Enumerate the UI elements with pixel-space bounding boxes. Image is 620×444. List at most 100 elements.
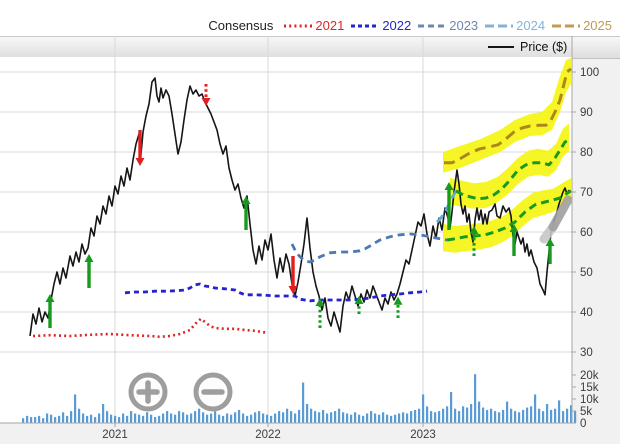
volume-bar xyxy=(502,409,505,423)
zoom-out-button[interactable] xyxy=(192,371,234,413)
volume-bar xyxy=(250,414,253,423)
volume-bar xyxy=(554,408,557,423)
volume-bar xyxy=(298,409,301,423)
volume-bar xyxy=(102,403,105,423)
consensus-legend: Consensus 2021 2022 2023 2024 2025 xyxy=(0,17,612,34)
legend-item-2023[interactable]: 2023 xyxy=(417,18,478,33)
volume-bar xyxy=(30,417,33,423)
volume-bar xyxy=(546,403,549,423)
volume-bar xyxy=(566,408,569,423)
legend-item-2024[interactable]: 2024 xyxy=(484,18,545,33)
volume-bar xyxy=(234,412,237,423)
legend-year-label: 2023 xyxy=(449,18,479,33)
volume-bar xyxy=(138,414,141,423)
arrow-head xyxy=(241,196,251,204)
arrow-head xyxy=(201,98,211,106)
volume-bar xyxy=(474,374,477,423)
volume-bar xyxy=(466,407,469,423)
volume-bar xyxy=(182,412,185,423)
volume-bar xyxy=(22,418,25,423)
volume-bar xyxy=(110,414,113,423)
volume-bar xyxy=(130,411,133,423)
volume-bar xyxy=(254,412,257,423)
volume-bar xyxy=(98,413,101,423)
consensus_2024_revised-line xyxy=(455,138,570,201)
estimate-revision-band xyxy=(450,123,569,209)
volume-bar xyxy=(410,411,413,423)
y-axis-tick-label: 70 xyxy=(580,187,593,199)
volume-axis-tick-label: 15k xyxy=(580,382,599,394)
volume-bar xyxy=(430,411,433,423)
volume-bar xyxy=(518,412,521,423)
volume-bar xyxy=(142,415,145,423)
consensus_2022-line xyxy=(124,282,428,303)
volume-bar xyxy=(222,415,225,423)
volume-bar xyxy=(198,408,201,423)
volume-bar xyxy=(398,413,401,423)
volume-bar xyxy=(574,411,577,423)
volume-bar xyxy=(50,414,53,423)
legend-item-2025[interactable]: 2025 xyxy=(551,18,612,33)
legend-year-label: 2024 xyxy=(516,18,546,33)
arrow-head xyxy=(545,238,555,246)
volume-bar xyxy=(266,414,269,423)
volume-bar xyxy=(458,411,461,423)
volume-bar xyxy=(134,413,137,423)
volume-bar xyxy=(334,411,337,423)
arrow-head xyxy=(315,298,325,306)
volume-bar xyxy=(542,411,545,423)
minus-icon xyxy=(193,372,233,412)
x-axis-tick-label: 2023 xyxy=(410,429,436,441)
legend-item-2021[interactable]: 2021 xyxy=(283,18,344,33)
volume-bar xyxy=(310,408,313,423)
volume-bar xyxy=(526,407,529,423)
volume-bar xyxy=(494,411,497,423)
y-axis-tick-label: 100 xyxy=(580,67,599,79)
volume-bar xyxy=(426,406,429,423)
volume-bar xyxy=(38,415,41,423)
volume-bar xyxy=(350,414,353,423)
volume-bar xyxy=(262,413,265,423)
volume-bar xyxy=(534,394,537,423)
volume-bar xyxy=(154,417,157,423)
volume-bar xyxy=(242,413,245,423)
legend-item-2022[interactable]: 2022 xyxy=(350,18,411,33)
volume-bar xyxy=(122,413,125,423)
volume-bar xyxy=(414,409,417,423)
volume-bar xyxy=(158,415,161,423)
volume-bar xyxy=(282,412,285,423)
volume-bar xyxy=(442,408,445,423)
volume-bar xyxy=(514,411,517,423)
volume-bar xyxy=(246,415,249,423)
y-axis-tick-label: 40 xyxy=(580,307,593,319)
arrow-head xyxy=(354,296,364,304)
volume-axis-tick-label: 10k xyxy=(580,394,599,406)
x-axis-tick-label: 2022 xyxy=(255,429,281,441)
volume-bar xyxy=(346,413,349,423)
volume-bar xyxy=(82,413,85,423)
volume-bar xyxy=(270,415,273,423)
volume-bar xyxy=(150,414,153,423)
volume-bar xyxy=(306,403,309,423)
volume-bar xyxy=(290,411,293,423)
y-axis-tick-label: 60 xyxy=(580,227,593,239)
volume-bar xyxy=(470,403,473,423)
plus-icon xyxy=(128,372,168,412)
volume-axis-tick-label: 20k xyxy=(580,370,599,382)
volume-bar xyxy=(314,411,317,423)
y-axis-tick-label: 30 xyxy=(580,347,593,359)
zoom-in-button[interactable] xyxy=(127,371,169,413)
volume-bar xyxy=(206,414,209,423)
volume-bar xyxy=(226,413,229,423)
gray-marker xyxy=(548,195,573,232)
volume-bar xyxy=(422,394,425,423)
volume-bar xyxy=(478,401,481,423)
volume-bar xyxy=(230,414,233,423)
volume-bar xyxy=(498,412,501,423)
volume-bar xyxy=(74,394,77,423)
arrow-head xyxy=(469,226,479,234)
volume-bar xyxy=(570,405,573,423)
volume-bar xyxy=(62,412,65,423)
y-axis-tick-label: 90 xyxy=(580,107,593,119)
